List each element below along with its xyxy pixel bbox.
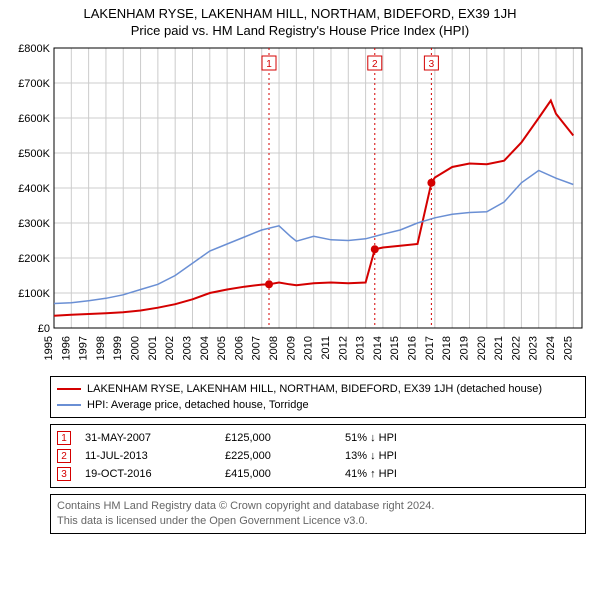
event-date: 31-MAY-2007 [85,432,225,444]
legend-label: LAKENHAM RYSE, LAKENHAM HILL, NORTHAM, B… [87,383,542,395]
footer-line: Contains HM Land Registry data © Crown c… [57,499,579,514]
event-date: 19-OCT-2016 [85,468,225,480]
x-axis-tick-label: 1996 [60,336,72,360]
x-axis-tick-label: 2008 [268,336,280,360]
x-axis-tick-label: 2016 [407,336,419,360]
x-axis-tick-label: 2001 [147,336,159,360]
event-price: £415,000 [225,468,345,480]
x-axis-tick-label: 2011 [320,336,332,360]
y-axis-tick-label: £700K [18,78,50,90]
events-table: 1 31-MAY-2007 £125,000 51% ↓ HPI 2 11-JU… [50,424,586,488]
x-axis-tick-label: 2000 [130,336,142,360]
event-diff: 41% ↑ HPI [345,468,397,480]
chart-title-line1: LAKENHAM RYSE, LAKENHAM HILL, NORTHAM, B… [8,6,592,21]
event-marker-label: 2 [372,59,378,70]
table-row: 1 31-MAY-2007 £125,000 51% ↓ HPI [57,429,579,447]
x-axis-tick-label: 2003 [181,336,193,360]
x-axis-tick-label: 2002 [164,336,176,360]
table-row: 3 19-OCT-2016 £415,000 41% ↑ HPI [57,465,579,483]
footer-attribution: Contains HM Land Registry data © Crown c… [50,494,586,534]
y-axis-tick-label: £0 [38,323,50,335]
x-axis-tick-label: 2020 [476,336,488,360]
x-axis-tick-label: 2005 [216,336,228,360]
legend-label: HPI: Average price, detached house, Torr… [87,399,309,411]
x-axis-tick-label: 2018 [441,336,453,360]
y-axis-tick-label: £300K [18,218,50,230]
event-diff: 13% ↓ HPI [345,450,397,462]
legend-item: LAKENHAM RYSE, LAKENHAM HILL, NORTHAM, B… [57,381,579,397]
x-axis-tick-label: 2024 [545,336,557,360]
x-axis-tick-label: 2014 [372,336,384,360]
x-axis-tick-label: 2013 [355,336,367,360]
x-axis-tick-label: 2009 [285,336,297,360]
x-axis-tick-label: 2015 [389,336,401,360]
event-diff: 51% ↓ HPI [345,432,397,444]
event-price: £125,000 [225,432,345,444]
table-row: 2 11-JUL-2013 £225,000 13% ↓ HPI [57,447,579,465]
price-chart: £0 £100K £200K £300K £400K £500K £600K £700K £80… [8,40,592,370]
x-axis-tick-label: 2025 [562,336,574,360]
x-axis-tick-label: 1998 [95,336,107,360]
chart-area: £0 £100K £200K £300K £400K £500K £600K £700K £80… [8,40,592,370]
x-axis-tick-label: 2019 [458,336,470,360]
legend: LAKENHAM RYSE, LAKENHAM HILL, NORTHAM, B… [50,376,586,418]
legend-swatch [57,404,81,406]
x-axis-tick-label: 2023 [528,336,540,360]
x-axis-tick-label: 2012 [337,336,349,360]
x-axis-tick-label: 2007 [251,336,263,360]
event-marker-label: 1 [266,59,272,70]
x-axis-tick-label: 2010 [303,336,315,360]
event-marker-label: 3 [429,59,435,70]
chart-title-line2: Price paid vs. HM Land Registry's House … [8,23,592,38]
event-date: 11-JUL-2013 [85,450,225,462]
x-axis-tick-label: 1995 [43,336,55,360]
x-axis-tick-label: 2004 [199,336,211,360]
y-axis-tick-label: £200K [18,253,50,265]
event-marker-icon: 3 [57,467,71,481]
y-axis-tick-label: £500K [18,148,50,160]
footer-line: This data is licensed under the Open Gov… [57,514,579,529]
x-axis-tick-label: 1997 [78,336,90,360]
event-price: £225,000 [225,450,345,462]
legend-item: HPI: Average price, detached house, Torr… [57,397,579,413]
x-axis-tick-label: 1999 [112,336,124,360]
y-axis-tick-label: £100K [18,288,50,300]
legend-swatch [57,388,81,390]
x-axis-tick-label: 2022 [510,336,522,360]
x-axis-tick-label: 2017 [424,336,436,360]
page: LAKENHAM RYSE, LAKENHAM HILL, NORTHAM, B… [0,0,600,542]
x-axis-tick-label: 2006 [233,336,245,360]
event-marker-icon: 1 [57,431,71,445]
x-axis-tick-label: 2021 [493,336,505,360]
y-axis-tick-label: £600K [18,113,50,125]
y-axis-tick-label: £400K [18,183,50,195]
y-axis-tick-label: £800K [18,43,50,55]
event-marker-icon: 2 [57,449,71,463]
